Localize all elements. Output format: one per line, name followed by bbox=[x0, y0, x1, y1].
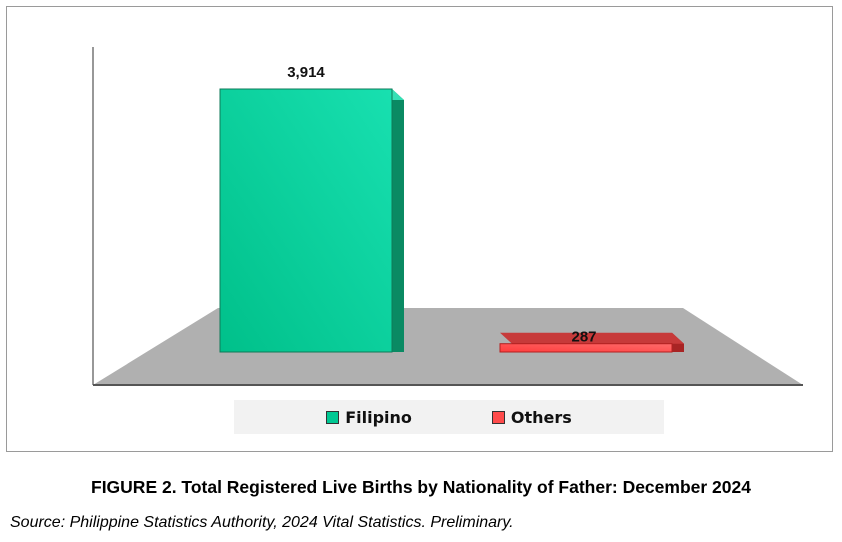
legend-swatch-others bbox=[491, 410, 505, 424]
legend-label-others: Others bbox=[510, 407, 572, 427]
chart-legend: Filipino Others bbox=[234, 400, 664, 434]
bar-others bbox=[499, 343, 673, 353]
legend-item-others: Others bbox=[491, 407, 572, 427]
figure-caption: FIGURE 2. Total Registered Live Births b… bbox=[91, 477, 751, 497]
source-note: Source: Philippine Statistics Authority,… bbox=[10, 514, 514, 531]
data-label-filipino: 3,914 bbox=[287, 64, 325, 81]
data-label-others: 287 bbox=[571, 329, 596, 346]
bar-chart: 3,914 287 bbox=[92, 47, 803, 386]
bar-top-others bbox=[500, 332, 684, 344]
bar-filipino bbox=[219, 88, 393, 353]
chart-floor bbox=[93, 308, 803, 385]
legend-swatch-filipino bbox=[326, 410, 340, 424]
bar-side-filipino bbox=[392, 89, 404, 352]
legend-label-filipino: Filipino bbox=[345, 407, 412, 427]
legend-item-filipino: Filipino bbox=[326, 408, 412, 427]
